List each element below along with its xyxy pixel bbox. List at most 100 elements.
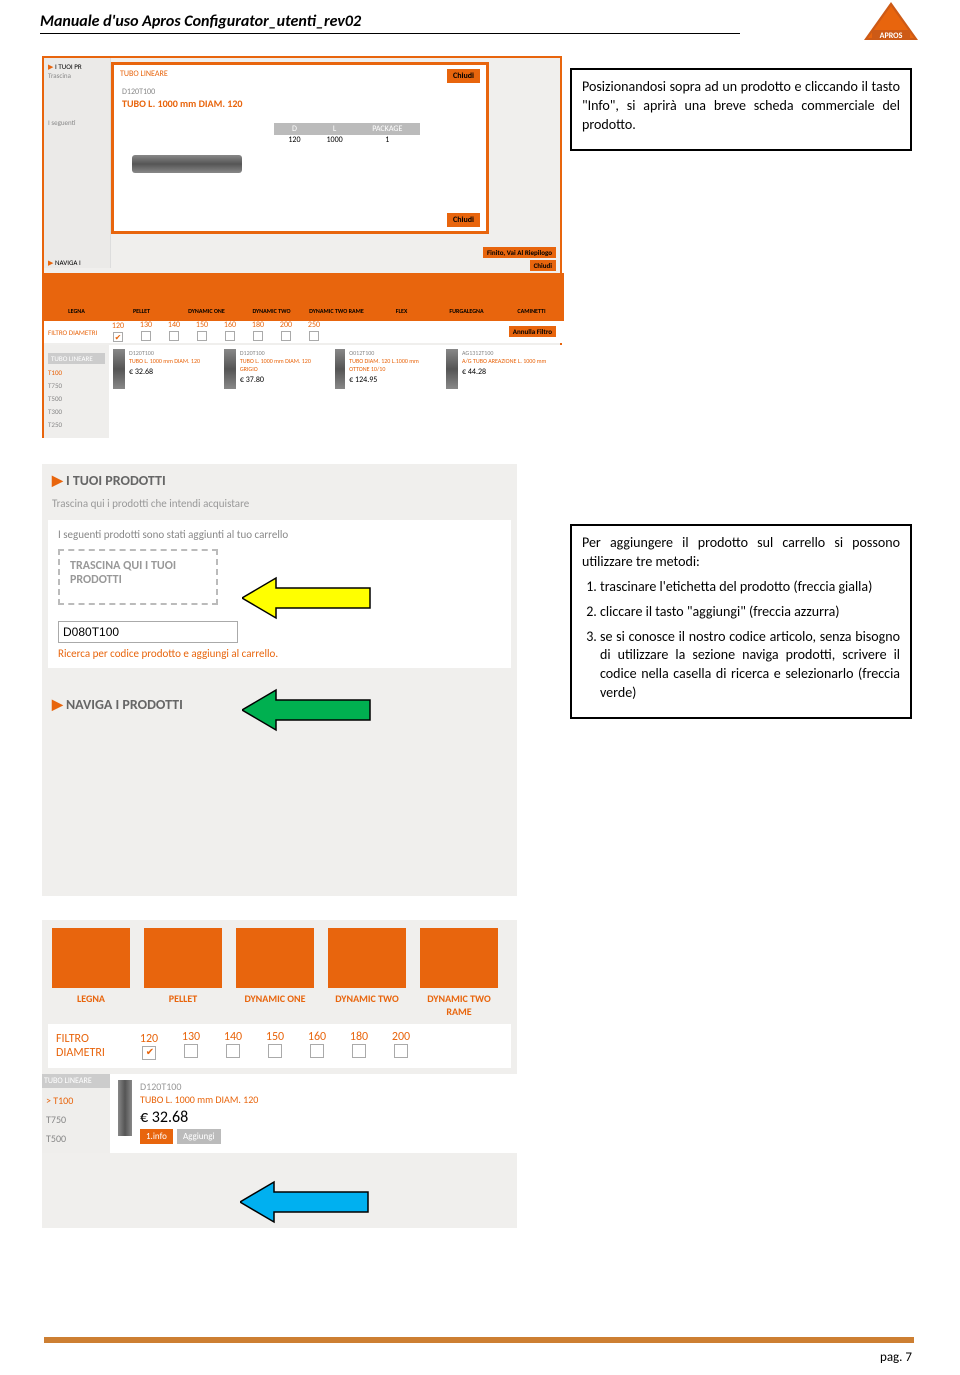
ck200[interactable] [394, 1044, 408, 1058]
ck-120[interactable]: ✔ [113, 332, 123, 342]
len-t750[interactable]: T750 [46, 1113, 106, 1126]
ck-140[interactable] [169, 331, 179, 341]
side-hdr: TUBO LINEARE [48, 353, 105, 364]
diam-150: 150 [196, 320, 208, 330]
screenshot-cart: ▶ I TUOI PRODOTTI Trascina qui i prodott… [42, 464, 517, 896]
s1-seguenti: I seguenti [44, 114, 110, 131]
cat-furga[interactable]: FURGALEGNA [434, 273, 499, 321]
svg-text:APROS: APROS [880, 31, 903, 41]
ck130[interactable] [184, 1044, 198, 1058]
cat-dyntwo[interactable]: DYNAMIC TWO [324, 928, 410, 1018]
cat-pellet[interactable]: PELLET [109, 273, 174, 321]
ck140[interactable] [226, 1044, 240, 1058]
s3-list: TUBO LINEARE > T100 T750 T500 D120T100 T… [42, 1074, 517, 1153]
chevron-icon: ▶ [48, 62, 53, 71]
finish-button[interactable]: Finito, Vai Al Riepilogo [483, 247, 556, 258]
len-t250[interactable]: T250 [48, 420, 105, 429]
diam-160: 160 [224, 320, 236, 330]
popup-category: TUBO LINEARE [120, 69, 168, 83]
prod-code: D120T100 [140, 1080, 258, 1093]
len-t100[interactable]: > T100 [46, 1094, 106, 1107]
cat-legna[interactable]: LEGNA [48, 928, 134, 1018]
td-pkg: 1 [354, 135, 420, 145]
callout-info-text: Posizionandosi sopra ad un prodotto e cl… [582, 78, 900, 135]
clear-filter-button[interactable]: Annulla Filtro [509, 326, 556, 337]
ck120[interactable] [142, 1046, 156, 1060]
category-row: LEGNA PELLET DYNAMIC ONE DYNAMIC TWO DYN… [44, 273, 564, 321]
screenshot-product-info: ▶ I TUOI PR Trascina I seguenti ▶ NAVIGA… [42, 56, 562, 438]
diam-250: 250 [308, 320, 320, 330]
footer-rule [44, 1337, 914, 1343]
popup-close-button-2[interactable]: Chiudi [447, 213, 480, 227]
callout-addcart-item1: trascinare l'etichetta del prodotto (fre… [600, 578, 900, 597]
callout-addcart-intro: Per aggiungere il prodotto sul carrello … [582, 534, 900, 572]
len-t300[interactable]: T300 [48, 407, 105, 416]
ck-250[interactable] [309, 331, 319, 341]
cat-caminetti[interactable]: CAMINETTI [499, 273, 564, 321]
ck150[interactable] [268, 1044, 282, 1058]
cat-dynone[interactable]: DYNAMIC ONE [232, 928, 318, 1018]
diameter-filter: FILTRO DIAMETRI 120✔ 130 140 150 160 180… [44, 321, 564, 343]
d130: 130 [182, 1030, 200, 1044]
page-number: pag. 7 [880, 1350, 912, 1365]
product-card[interactable]: D120T100 TUBO L. 1000 mm DIAM. 120 € 32.… [118, 1080, 509, 1142]
s3-filter: FILTRO DIAMETRI 120 130 140 150 160 180 … [48, 1024, 511, 1068]
ck-160[interactable] [225, 331, 235, 341]
len-t100[interactable]: T100 [48, 368, 105, 377]
doc-header-title: Manuale d'uso Apros Configurator_utenti_… [40, 12, 740, 34]
d160: 160 [308, 1030, 326, 1044]
diam-180: 180 [252, 320, 264, 330]
diam-200: 200 [280, 320, 292, 330]
product-image [118, 1080, 132, 1136]
chevron-icon: ▶ [48, 258, 53, 267]
ck-180[interactable] [253, 331, 263, 341]
product-card[interactable]: D120T100TUBO L. 1000 mm DIAM. 120€ 32.68 [113, 349, 218, 389]
ck160[interactable] [310, 1044, 324, 1058]
d140: 140 [224, 1030, 242, 1044]
s3-categories: LEGNA PELLET DYNAMIC ONE DYNAMIC TWO DYN… [42, 920, 517, 1018]
d180: 180 [350, 1030, 368, 1044]
callout-addcart-item2: cliccare il tasto "aggiungi" (freccia az… [600, 603, 900, 622]
callout-info: Posizionandosi sopra ad un prodotto e cl… [570, 68, 912, 151]
info-button[interactable]: 1.info [140, 1129, 173, 1144]
prod-price: € 32.68 [140, 1108, 258, 1127]
len-t500[interactable]: T500 [48, 394, 105, 403]
diam-120: 120 [112, 321, 124, 331]
product-card[interactable]: O012T100TUBO DIAM. 120 L.1000 mm OTTONE … [335, 349, 440, 389]
ck180[interactable] [352, 1044, 366, 1058]
product-search-input[interactable] [58, 621, 238, 643]
filter-title: FILTRO DIAMETRI [48, 328, 104, 337]
diam-130: 130 [140, 320, 152, 330]
s2-title-2: NAVIGA I PRODOTTI [66, 696, 183, 713]
s1-trascina: Trascina [48, 71, 106, 80]
len-t750[interactable]: T750 [48, 381, 105, 390]
length-sidebar: TUBO LINEARE T100 T750 T500 T300 T250 [44, 345, 109, 438]
td-d: 120 [274, 135, 315, 145]
product-card[interactable]: AG1312T100A/G TUBO AREAZIONE L. 1000 mm€… [446, 349, 551, 389]
d150: 150 [266, 1030, 284, 1044]
cat-dyntwo[interactable]: DYNAMIC TWO [239, 273, 304, 321]
cat-dynone[interactable]: DYNAMIC ONE [174, 273, 239, 321]
close-button[interactable]: Chiudi [530, 260, 556, 271]
ck-130[interactable] [141, 331, 151, 341]
th-pkg: PACKAGE [354, 123, 420, 135]
product-grid: D120T100TUBO L. 1000 mm DIAM. 120€ 32.68… [109, 345, 564, 438]
ck-200[interactable] [281, 331, 291, 341]
cat-dyntworame[interactable]: DYNAMIC TWO RAME [416, 928, 502, 1018]
cat-pellet[interactable]: PELLET [140, 928, 226, 1018]
cat-flex[interactable]: FLEX [369, 273, 434, 321]
len-t500[interactable]: T500 [46, 1132, 106, 1145]
filter-title: FILTRO DIAMETRI [56, 1032, 128, 1060]
cat-legna[interactable]: LEGNA [44, 273, 109, 321]
popup-close-button[interactable]: Chiudi [447, 69, 480, 83]
product-card[interactable]: D120T100TUBO L. 1000 mm DIAM. 120 GRIGIO… [224, 349, 329, 389]
ck-150[interactable] [197, 331, 207, 341]
prod-name: TUBO L. 1000 mm DIAM. 120 [140, 1093, 258, 1106]
drop-zone[interactable]: TRASCINA QUI I TUOI PRODOTTI [58, 549, 218, 605]
s2-heading: ▶ I TUOI PRODOTTI [42, 464, 517, 497]
add-button[interactable]: Aggiungi [177, 1129, 221, 1144]
cat-dyntworame[interactable]: DYNAMIC TWO RAME [304, 273, 369, 321]
chevron-icon: ▶ [52, 472, 63, 489]
d120: 120 [140, 1032, 158, 1046]
popup-name: TUBO L. 1000 mm DIAM. 120 [122, 97, 478, 110]
